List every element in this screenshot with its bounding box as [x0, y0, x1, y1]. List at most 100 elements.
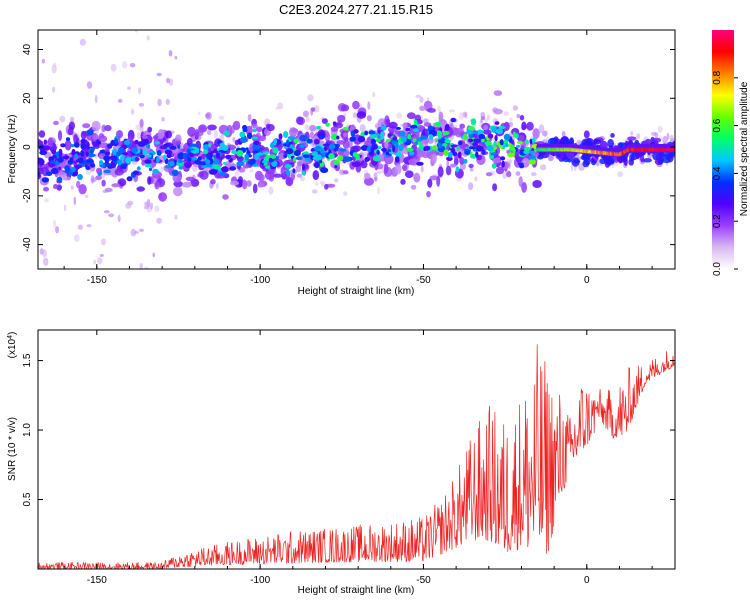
core-blob: [503, 133, 511, 141]
core-blob: [163, 154, 167, 161]
band-blob: [142, 134, 148, 140]
noise-blob: [213, 130, 218, 139]
core-blob: [501, 160, 505, 168]
colorbar-tick-label: 0.6: [712, 118, 723, 132]
core-blob: [301, 170, 306, 176]
spectrogram-ticks: -150 -100 -50 0 -40 -20 0 20 40: [22, 30, 675, 286]
noise-blob: [484, 118, 488, 123]
core-blob: [268, 157, 273, 163]
core-blob: [447, 151, 453, 158]
core-blob: [428, 134, 434, 140]
band-blob: [245, 125, 253, 136]
core-blob: [472, 142, 479, 147]
core-blob: [498, 126, 506, 129]
core-blob: [349, 136, 357, 142]
core-blob: [252, 143, 260, 151]
core-blob: [398, 144, 404, 152]
noise-blob: [359, 124, 366, 132]
core-blob: [388, 133, 392, 137]
noise-blob: [161, 117, 165, 122]
band-blob: [111, 183, 121, 188]
core-blob: [487, 133, 494, 139]
band-blob: [232, 120, 241, 131]
core-blob: [484, 141, 492, 146]
core-blob: [65, 137, 71, 142]
noise-blob: [154, 205, 160, 212]
core-blob: [476, 129, 484, 135]
core-blob: [342, 126, 349, 131]
band-blob: [98, 135, 108, 143]
core-blob: [519, 163, 525, 169]
core-blob: [444, 139, 452, 144]
core-blob: [236, 150, 244, 157]
core-blob: [214, 158, 220, 164]
y-tick-label: -40: [22, 237, 33, 252]
band-blob: [506, 170, 512, 178]
noise-blob: [165, 98, 170, 105]
noise-blob: [51, 86, 56, 93]
band-blob: [173, 186, 183, 197]
band-blob: [408, 158, 419, 166]
core-blob: [244, 153, 250, 161]
band-blob: [593, 138, 598, 146]
core-blob: [285, 148, 294, 155]
band-blob: [321, 118, 328, 124]
line-core: [672, 147, 675, 152]
band-blob: [453, 157, 459, 166]
core-blob: [517, 140, 523, 145]
core-blob: [256, 152, 264, 156]
core-blob: [78, 165, 82, 169]
band-blob: [537, 154, 544, 160]
band-blob: [519, 114, 525, 121]
core-blob: [405, 127, 411, 132]
band-blob: [154, 181, 160, 190]
noise-blob: [538, 124, 545, 134]
band-blob: [364, 172, 371, 180]
band-blob: [257, 181, 265, 188]
core-blob: [57, 156, 64, 163]
core-blob: [392, 136, 398, 141]
noise-blob: [277, 102, 284, 110]
x-tick-label: 0: [584, 275, 590, 286]
band-blob: [205, 112, 212, 120]
colorbar: 0.0 0.2 0.4 0.6 0.8 Normalized spectral ampl…: [712, 30, 750, 276]
core-blob: [177, 144, 181, 149]
core-blob: [209, 151, 213, 159]
band-blob: [342, 132, 348, 138]
noise-blob: [474, 176, 478, 182]
core-blob: [80, 150, 85, 157]
band-blob: [91, 120, 101, 132]
noise-blob: [146, 35, 150, 41]
band-blob: [492, 157, 502, 164]
band-blob: [406, 112, 416, 120]
noise-blob: [630, 131, 634, 136]
x-tick-label: -100: [250, 575, 270, 586]
core-blob: [443, 149, 449, 157]
core-blob: [41, 177, 50, 183]
band-blob: [459, 123, 466, 129]
band-blob: [343, 137, 349, 142]
core-blob: [240, 137, 248, 143]
x-tick-label: -100: [250, 275, 270, 286]
noise-blob: [77, 224, 83, 230]
noise-blob: [108, 213, 115, 218]
band-blob: [385, 118, 391, 124]
band-blob: [230, 180, 239, 186]
core-blob: [455, 166, 460, 173]
band-blob: [257, 174, 265, 181]
noise-blob: [84, 194, 89, 198]
band-blob: [246, 180, 252, 187]
snr-ticks: -150 -100 -50 0 0.5 1.0 1.5: [22, 330, 675, 586]
band-blob: [198, 124, 208, 133]
band-blob: [532, 128, 540, 139]
noise-blob: [437, 105, 441, 114]
core-blob: [375, 138, 381, 143]
core-blob: [286, 169, 290, 176]
noise-blob: [138, 103, 144, 107]
core-blob: [38, 171, 41, 178]
core-blob: [301, 163, 306, 171]
band-blob: [410, 184, 417, 190]
band-blob: [429, 175, 438, 181]
noise-blob: [150, 202, 153, 210]
noise-blob: [636, 133, 641, 140]
